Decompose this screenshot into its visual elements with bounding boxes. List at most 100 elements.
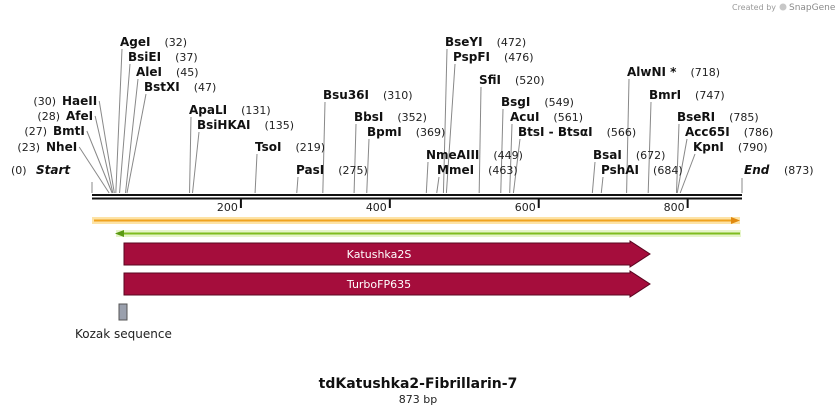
- ruler-tick-label: 400: [366, 201, 387, 214]
- site-name-kpni[interactable]: KpnI: [693, 140, 724, 154]
- site-name-bmri[interactable]: BmrI: [649, 88, 681, 102]
- feature-label: TurboFP635: [346, 278, 411, 291]
- site-position-sfii: (520): [515, 74, 545, 87]
- site-connector-mmei: [436, 176, 440, 194]
- site-connector-pasi: [296, 176, 299, 194]
- site-connector-alei: [125, 78, 139, 194]
- site-name-nmeaiii[interactable]: NmeAIII: [426, 148, 479, 162]
- ruler-tick-label: 600: [515, 201, 536, 214]
- site-connector-bbsi: [353, 123, 357, 194]
- start-label: Start: [36, 163, 71, 177]
- site-connector-tsoi: [254, 153, 258, 194]
- site-position-acc65i: (786): [744, 126, 774, 139]
- site-position-bsiei: (37): [175, 51, 198, 64]
- site-name-haeii[interactable]: HaeII: [62, 94, 97, 108]
- site-name-nhei[interactable]: NheI: [46, 140, 77, 154]
- site-name-bsu36i[interactable]: Bsu36I: [323, 88, 369, 102]
- map-subtitle: 873 bp: [399, 393, 437, 406]
- map-title: tdKatushka2-Fibrillarin-7: [319, 376, 518, 392]
- site-connector-kpni: [679, 153, 696, 194]
- site-lines: [78, 48, 743, 194]
- snapgene-logo-icon: [779, 3, 787, 11]
- end-label: End: [744, 163, 770, 177]
- site-position-pshai: (684): [653, 164, 683, 177]
- site-name-tsoi[interactable]: TsoI: [255, 140, 281, 154]
- site-position-afei: (28): [37, 110, 60, 123]
- site-name-agei[interactable]: AgeI: [120, 35, 150, 49]
- site-connector-bmri: [647, 101, 652, 194]
- site-connector-bseri: [675, 123, 680, 194]
- site-name-sfii[interactable]: SfiI: [479, 73, 501, 87]
- site-name-bsiei[interactable]: BsiEI: [128, 50, 161, 64]
- site-connector-acc65i: [676, 138, 688, 194]
- site-position-bseri: (785): [729, 111, 759, 124]
- site-name-bseri[interactable]: BseRI: [677, 110, 715, 124]
- site-position-pasi: (275): [338, 164, 368, 177]
- site-name-bsai[interactable]: BsaI: [593, 148, 622, 162]
- site-position-btsi-bts-i: (566): [607, 126, 637, 139]
- site-name-bsgi[interactable]: BsgI: [501, 95, 530, 109]
- site-name-pasi[interactable]: PasI: [296, 163, 324, 177]
- site-name-bseyi[interactable]: BseYI: [445, 35, 483, 49]
- site-name-bbsi[interactable]: BbsI: [354, 110, 383, 124]
- site-name-apali[interactable]: ApaLI: [189, 103, 227, 117]
- site-name-pspfi[interactable]: PspFI: [453, 50, 490, 64]
- site-position-bsihkai: (135): [265, 119, 295, 132]
- site-position-bmri: (747): [695, 89, 725, 102]
- site-position-acui: (561): [553, 111, 583, 124]
- feature-label: Katushka2S: [347, 248, 412, 261]
- site-name-acui[interactable]: AcuI: [510, 110, 539, 124]
- site-position-bpmi: (369): [416, 126, 446, 139]
- site-position-kpni: (790): [738, 141, 768, 154]
- site-name-btsi-bts-i[interactable]: BtsI - BtsαI: [518, 125, 593, 139]
- feature-katushka2s[interactable]: Katushka2S: [123, 240, 651, 268]
- site-connector-apali: [189, 116, 192, 194]
- site-connector-haeii: [98, 100, 115, 194]
- site-connector-nhei: [78, 146, 110, 194]
- site-name-alei[interactable]: AleI: [136, 65, 162, 79]
- site-connector-bsai: [591, 161, 596, 194]
- site-connector-bsihkai: [192, 131, 200, 194]
- site-position-nhei: (23): [17, 141, 40, 154]
- site-connector-alwni: [626, 78, 630, 194]
- site-connector-pshai: [600, 176, 604, 194]
- kozak-sequence-feature[interactable]: [118, 303, 128, 321]
- site-position-agei: (32): [164, 36, 187, 49]
- site-position-tsoi: (219): [295, 141, 325, 154]
- site-name-bsihkai[interactable]: BsiHKAI: [197, 118, 251, 132]
- start-position: (0): [11, 164, 27, 177]
- site-position-bmti: (27): [24, 125, 47, 138]
- site-connector-bstxi: [126, 93, 147, 194]
- credit-brand[interactable]: SnapGene: [789, 3, 836, 13]
- site-name-alwni[interactable]: AlwNI *: [627, 65, 677, 79]
- ruler-tick-label: 200: [217, 201, 238, 214]
- site-connector-agei: [115, 48, 123, 194]
- site-name-afei[interactable]: AfeI: [66, 109, 93, 123]
- reverse-strand-arrow[interactable]: [115, 230, 741, 237]
- end-position: (873): [784, 164, 814, 177]
- site-name-pshai[interactable]: PshAI: [601, 163, 639, 177]
- site-position-bsai: (672): [636, 149, 666, 162]
- site-connector-sfii: [478, 86, 482, 194]
- forward-strand-arrow[interactable]: [92, 217, 740, 224]
- site-name-bstxi[interactable]: BstXI: [144, 80, 180, 94]
- ruler-tick-label: 800: [664, 201, 685, 214]
- site-name-bmti[interactable]: BmtI: [53, 124, 85, 138]
- site-position-pspfi: (476): [504, 51, 534, 64]
- site-connector-bsiei: [119, 63, 131, 194]
- site-name-acc65i[interactable]: Acc65I: [685, 125, 730, 139]
- site-connector-pspfi: [445, 63, 456, 194]
- site-labels: NheI (23) BmtI (27) AfeI (28)HaeII (30) AgeI (32…: [11, 35, 814, 177]
- site-name-bpmi[interactable]: BpmI: [367, 125, 402, 139]
- site-connector-afei: [94, 115, 114, 194]
- feature-turbofp635[interactable]: TurboFP635: [123, 270, 651, 298]
- site-connector-nmeaiii: [425, 161, 429, 194]
- site-name-mmei[interactable]: MmeI: [437, 163, 474, 177]
- site-position-apali: (131): [241, 104, 271, 117]
- site-connector-btsi-bts-i: [512, 138, 521, 194]
- site-connector-bmti: [86, 130, 113, 194]
- site-position-haeii: (30): [33, 95, 56, 108]
- kozak-label: Kozak sequence: [75, 327, 172, 341]
- site-connector-bpmi: [366, 138, 370, 194]
